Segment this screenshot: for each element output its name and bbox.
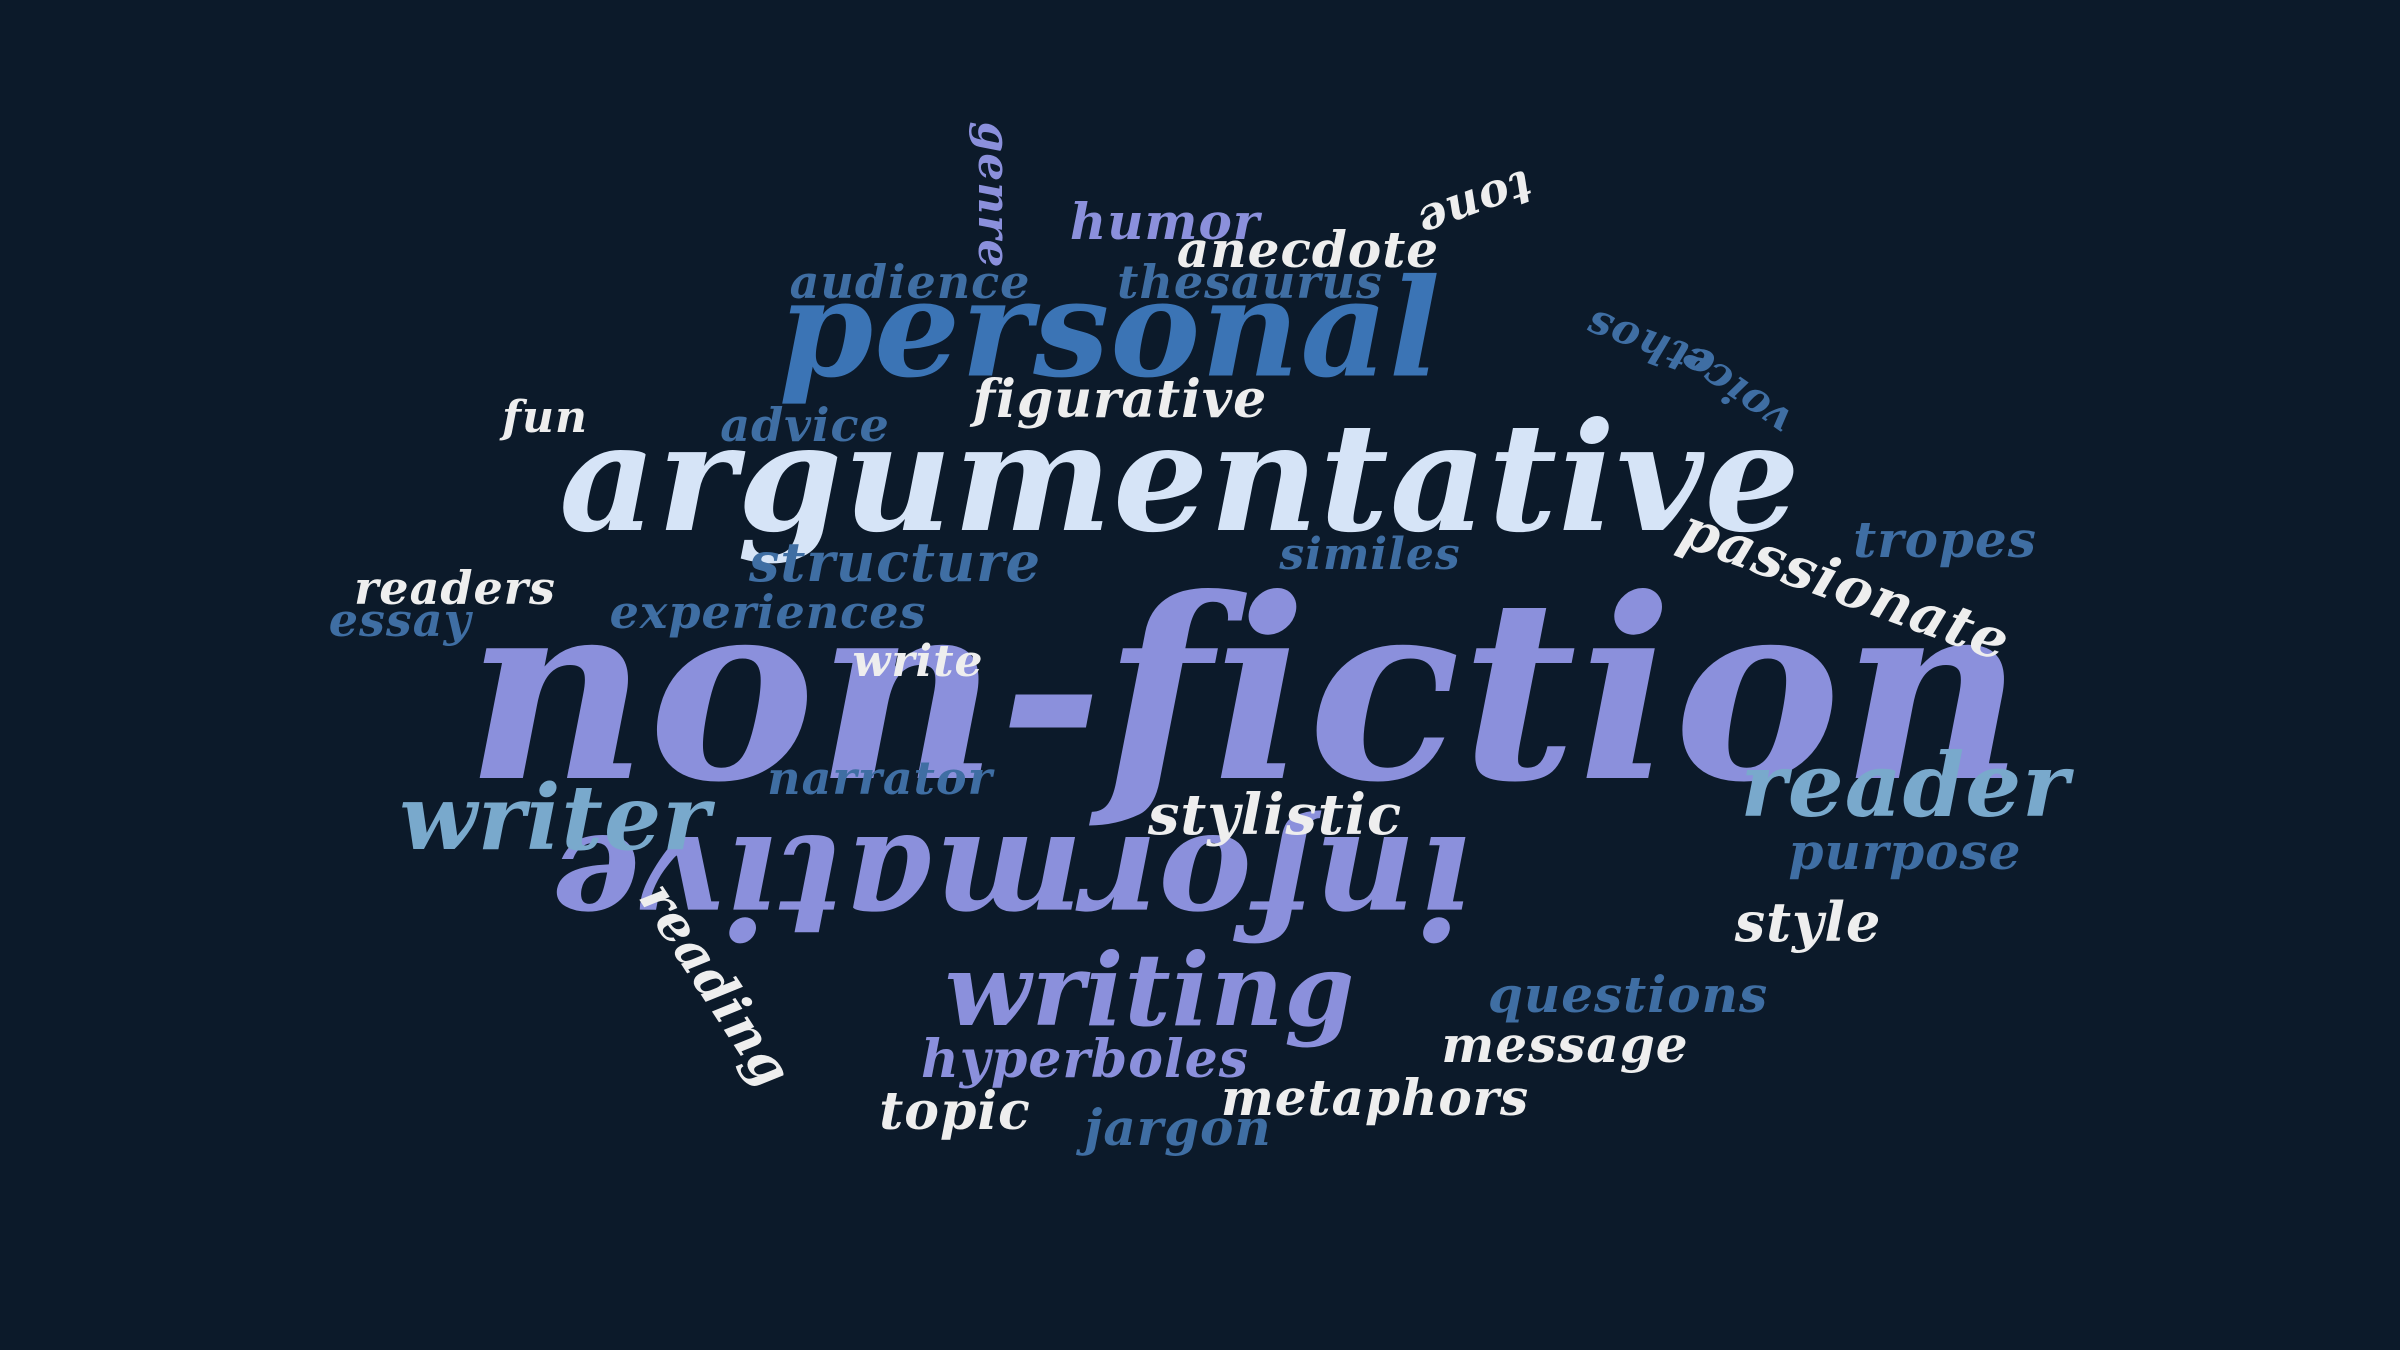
word-essay: essay xyxy=(328,593,472,647)
word-style: style xyxy=(1734,890,1882,954)
word-fun: fun xyxy=(502,392,588,443)
word-purpose: purpose xyxy=(1788,822,2022,881)
word-figurative: figurative xyxy=(972,369,1268,430)
word-genre: genre xyxy=(968,121,1019,269)
word-tone: tone xyxy=(1410,159,1540,251)
word-topic: topic xyxy=(879,1081,1031,1142)
word-thesaurus: thesaurus xyxy=(1117,255,1383,309)
word-readers: readers xyxy=(354,561,556,615)
word-argumentative: argumentative xyxy=(559,390,1801,566)
word-write: write xyxy=(852,636,984,687)
word-writer: writer xyxy=(399,765,711,871)
word-audience: audience xyxy=(789,255,1031,309)
word-metaphors: metaphors xyxy=(1220,1068,1530,1127)
word-tropes: tropes xyxy=(1853,510,2037,569)
word-experiences: experiences xyxy=(609,585,927,639)
word-anecdote: anecdote xyxy=(1176,220,1440,279)
word-non-fiction: non-fiction xyxy=(465,543,2025,837)
word-narrator: narrator xyxy=(767,751,993,805)
word-advice: advice xyxy=(720,398,890,452)
word-reader: reader xyxy=(1740,733,2070,837)
word-structure: structure xyxy=(749,530,1041,594)
word-personal: personal xyxy=(778,248,1442,408)
word-humor: humor xyxy=(1069,192,1261,251)
word-message: message xyxy=(1441,1015,1689,1074)
word-stylistic: stylistic xyxy=(1147,782,1403,848)
word-questions: questions xyxy=(1487,965,1769,1024)
word-similes: similes xyxy=(1279,529,1461,580)
word-jargon: jargon xyxy=(1084,1098,1272,1157)
word-writing: writing xyxy=(944,931,1356,1049)
word-hyperboles: hyperboles xyxy=(920,1029,1250,1090)
